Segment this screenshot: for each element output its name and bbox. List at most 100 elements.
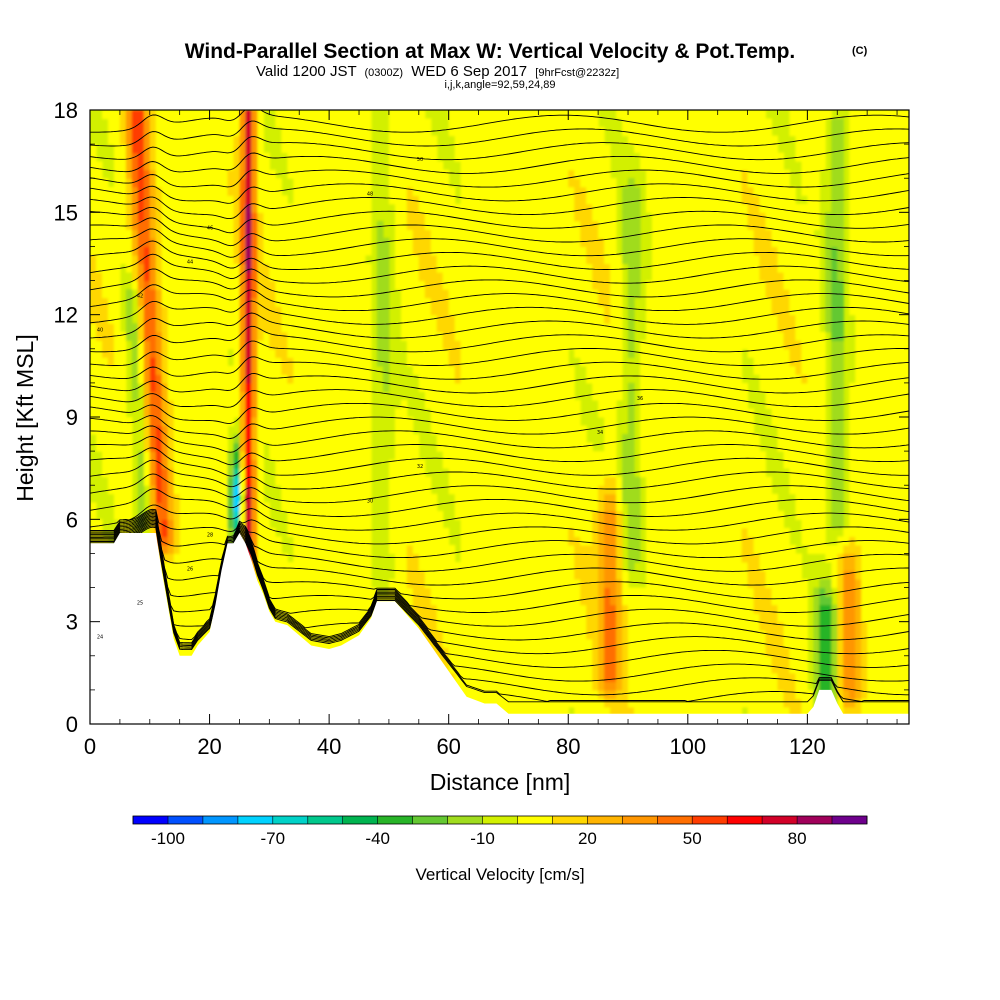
velocity-cell: [203, 587, 211, 597]
velocity-cell: [514, 186, 521, 196]
velocity-cell: [119, 485, 127, 495]
velocity-cell: [221, 118, 229, 128]
velocity-cell: [538, 357, 545, 367]
velocity-cell: [167, 459, 175, 469]
velocity-cell: [484, 255, 492, 265]
velocity-cell: [281, 340, 288, 350]
velocity-cell: [90, 510, 97, 520]
velocity-cell: [520, 178, 527, 188]
velocity-cell: [466, 425, 474, 435]
velocity-cell: [102, 314, 109, 324]
velocity-cell: [460, 297, 468, 307]
velocity-cell: [460, 135, 468, 145]
velocity-cell: [239, 502, 247, 512]
velocity-cell: [311, 306, 318, 316]
velocity-cell: [448, 638, 456, 648]
velocity-cell: [239, 468, 247, 478]
velocity-cell: [275, 408, 282, 418]
velocity-cell: [102, 536, 109, 546]
velocity-cell: [484, 357, 492, 367]
velocity-cell: [179, 246, 187, 256]
velocity-cell: [125, 135, 133, 145]
velocity-cell: [251, 357, 258, 367]
velocity-cell: [263, 280, 270, 290]
velocity-cell: [245, 220, 252, 230]
velocity-cell: [496, 519, 504, 529]
velocity-cell: [472, 297, 480, 307]
velocity-cell: [406, 553, 414, 563]
velocity-cell: [442, 544, 450, 554]
velocity-cell: [335, 493, 342, 503]
velocity-cell: [299, 527, 306, 537]
velocity-cell: [185, 127, 193, 137]
velocity-cell: [460, 331, 468, 341]
velocity-cell: [532, 562, 539, 572]
velocity-cell: [197, 178, 205, 188]
velocity-cell: [526, 485, 533, 495]
velocity-cell: [502, 212, 510, 222]
velocity-cell: [400, 527, 408, 537]
velocity-cell: [239, 442, 247, 452]
velocity-cell: [137, 161, 145, 171]
velocity-cell: [191, 203, 199, 213]
velocity-cell: [149, 246, 157, 256]
velocity-cell: [478, 118, 486, 128]
velocity-cell: [514, 357, 521, 367]
velocity-cell: [496, 203, 504, 213]
velocity-cell: [365, 195, 372, 205]
velocity-cell: [203, 417, 211, 427]
velocity-cell: [502, 434, 510, 444]
velocity-cell: [484, 664, 492, 674]
velocity-cell: [179, 459, 187, 469]
velocity-cell: [478, 391, 486, 401]
velocity-cell: [221, 220, 229, 230]
velocity-cell: [388, 178, 396, 188]
velocity-cell: [161, 502, 169, 512]
velocity-cell: [263, 519, 270, 529]
velocity-cell: [227, 255, 235, 265]
velocity-cell: [155, 399, 163, 409]
velocity-cell: [185, 348, 193, 358]
velocity-cell: [424, 195, 432, 205]
velocity-cell: [173, 169, 181, 179]
velocity-cell: [526, 127, 533, 137]
velocity-cell: [299, 263, 306, 273]
velocity-cell: [323, 459, 330, 469]
velocity-cell: [442, 212, 450, 222]
velocity-cell: [305, 340, 312, 350]
velocity-cell: [293, 519, 300, 529]
velocity-cell: [209, 152, 217, 162]
velocity-cell: [365, 220, 372, 230]
velocity-cell: [490, 502, 498, 512]
velocity-cell: [406, 485, 414, 495]
velocity-cell: [359, 485, 366, 495]
velocity-cell: [173, 604, 181, 614]
velocity-cell: [359, 246, 366, 256]
velocity-cell: [424, 476, 432, 486]
velocity-cell: [490, 314, 498, 324]
velocity-cell: [179, 118, 187, 128]
velocity-cell: [257, 289, 264, 299]
velocity-cell: [96, 306, 103, 316]
velocity-cell: [102, 203, 109, 213]
velocity-cell: [119, 417, 127, 427]
velocity-cell: [329, 178, 336, 188]
velocity-cell: [406, 570, 414, 580]
velocity-cell: [143, 434, 151, 444]
velocity-cell: [406, 536, 414, 546]
velocity-cell: [119, 408, 127, 418]
velocity-cell: [323, 502, 330, 512]
velocity-cell: [263, 417, 270, 427]
velocity-cell: [365, 399, 372, 409]
velocity-cell: [442, 340, 450, 350]
velocity-cell: [215, 527, 223, 537]
velocity-cell: [287, 161, 294, 171]
velocity-cell: [496, 144, 504, 154]
velocity-cell: [143, 161, 151, 171]
velocity-cell: [400, 510, 408, 520]
velocity-cell: [514, 408, 521, 418]
velocity-cell: [365, 459, 372, 469]
velocity-cell: [90, 502, 97, 512]
velocity-cell: [526, 579, 533, 589]
velocity-cell: [155, 374, 163, 384]
